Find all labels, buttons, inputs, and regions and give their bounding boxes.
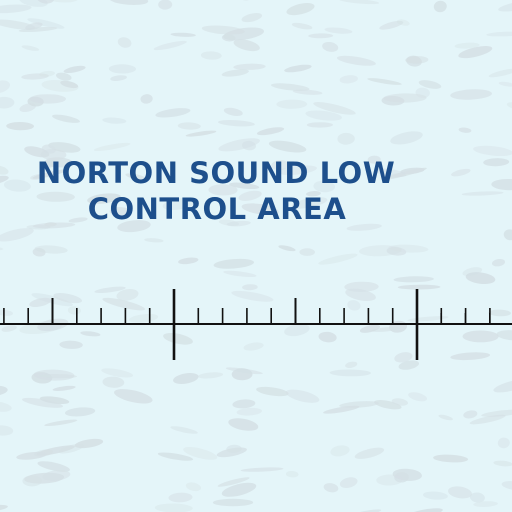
airspace-label-line2: CONTROL AREA (87, 192, 347, 226)
airspace-label: NORTON SOUND LOW CONTROL AREA (0, 155, 434, 227)
airspace-label-line1: NORTON SOUND LOW (36, 156, 396, 190)
